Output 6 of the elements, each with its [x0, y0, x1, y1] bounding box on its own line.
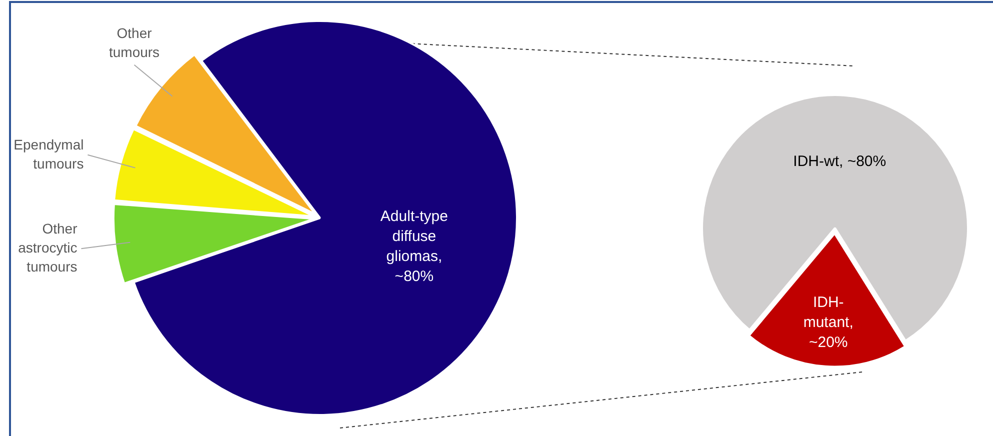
slice-label: Ependymal tumours	[14, 136, 84, 172]
slice-label: Other astrocytic tumours	[18, 220, 78, 274]
slice-label: IDH-mutant, ~20%	[803, 294, 854, 352]
slice-label: Adult-type diffuse gliomas, ~80%	[380, 208, 448, 285]
slice-label: IDH-wt, ~80%	[793, 152, 886, 170]
slice-label: Other tumours	[108, 24, 160, 60]
